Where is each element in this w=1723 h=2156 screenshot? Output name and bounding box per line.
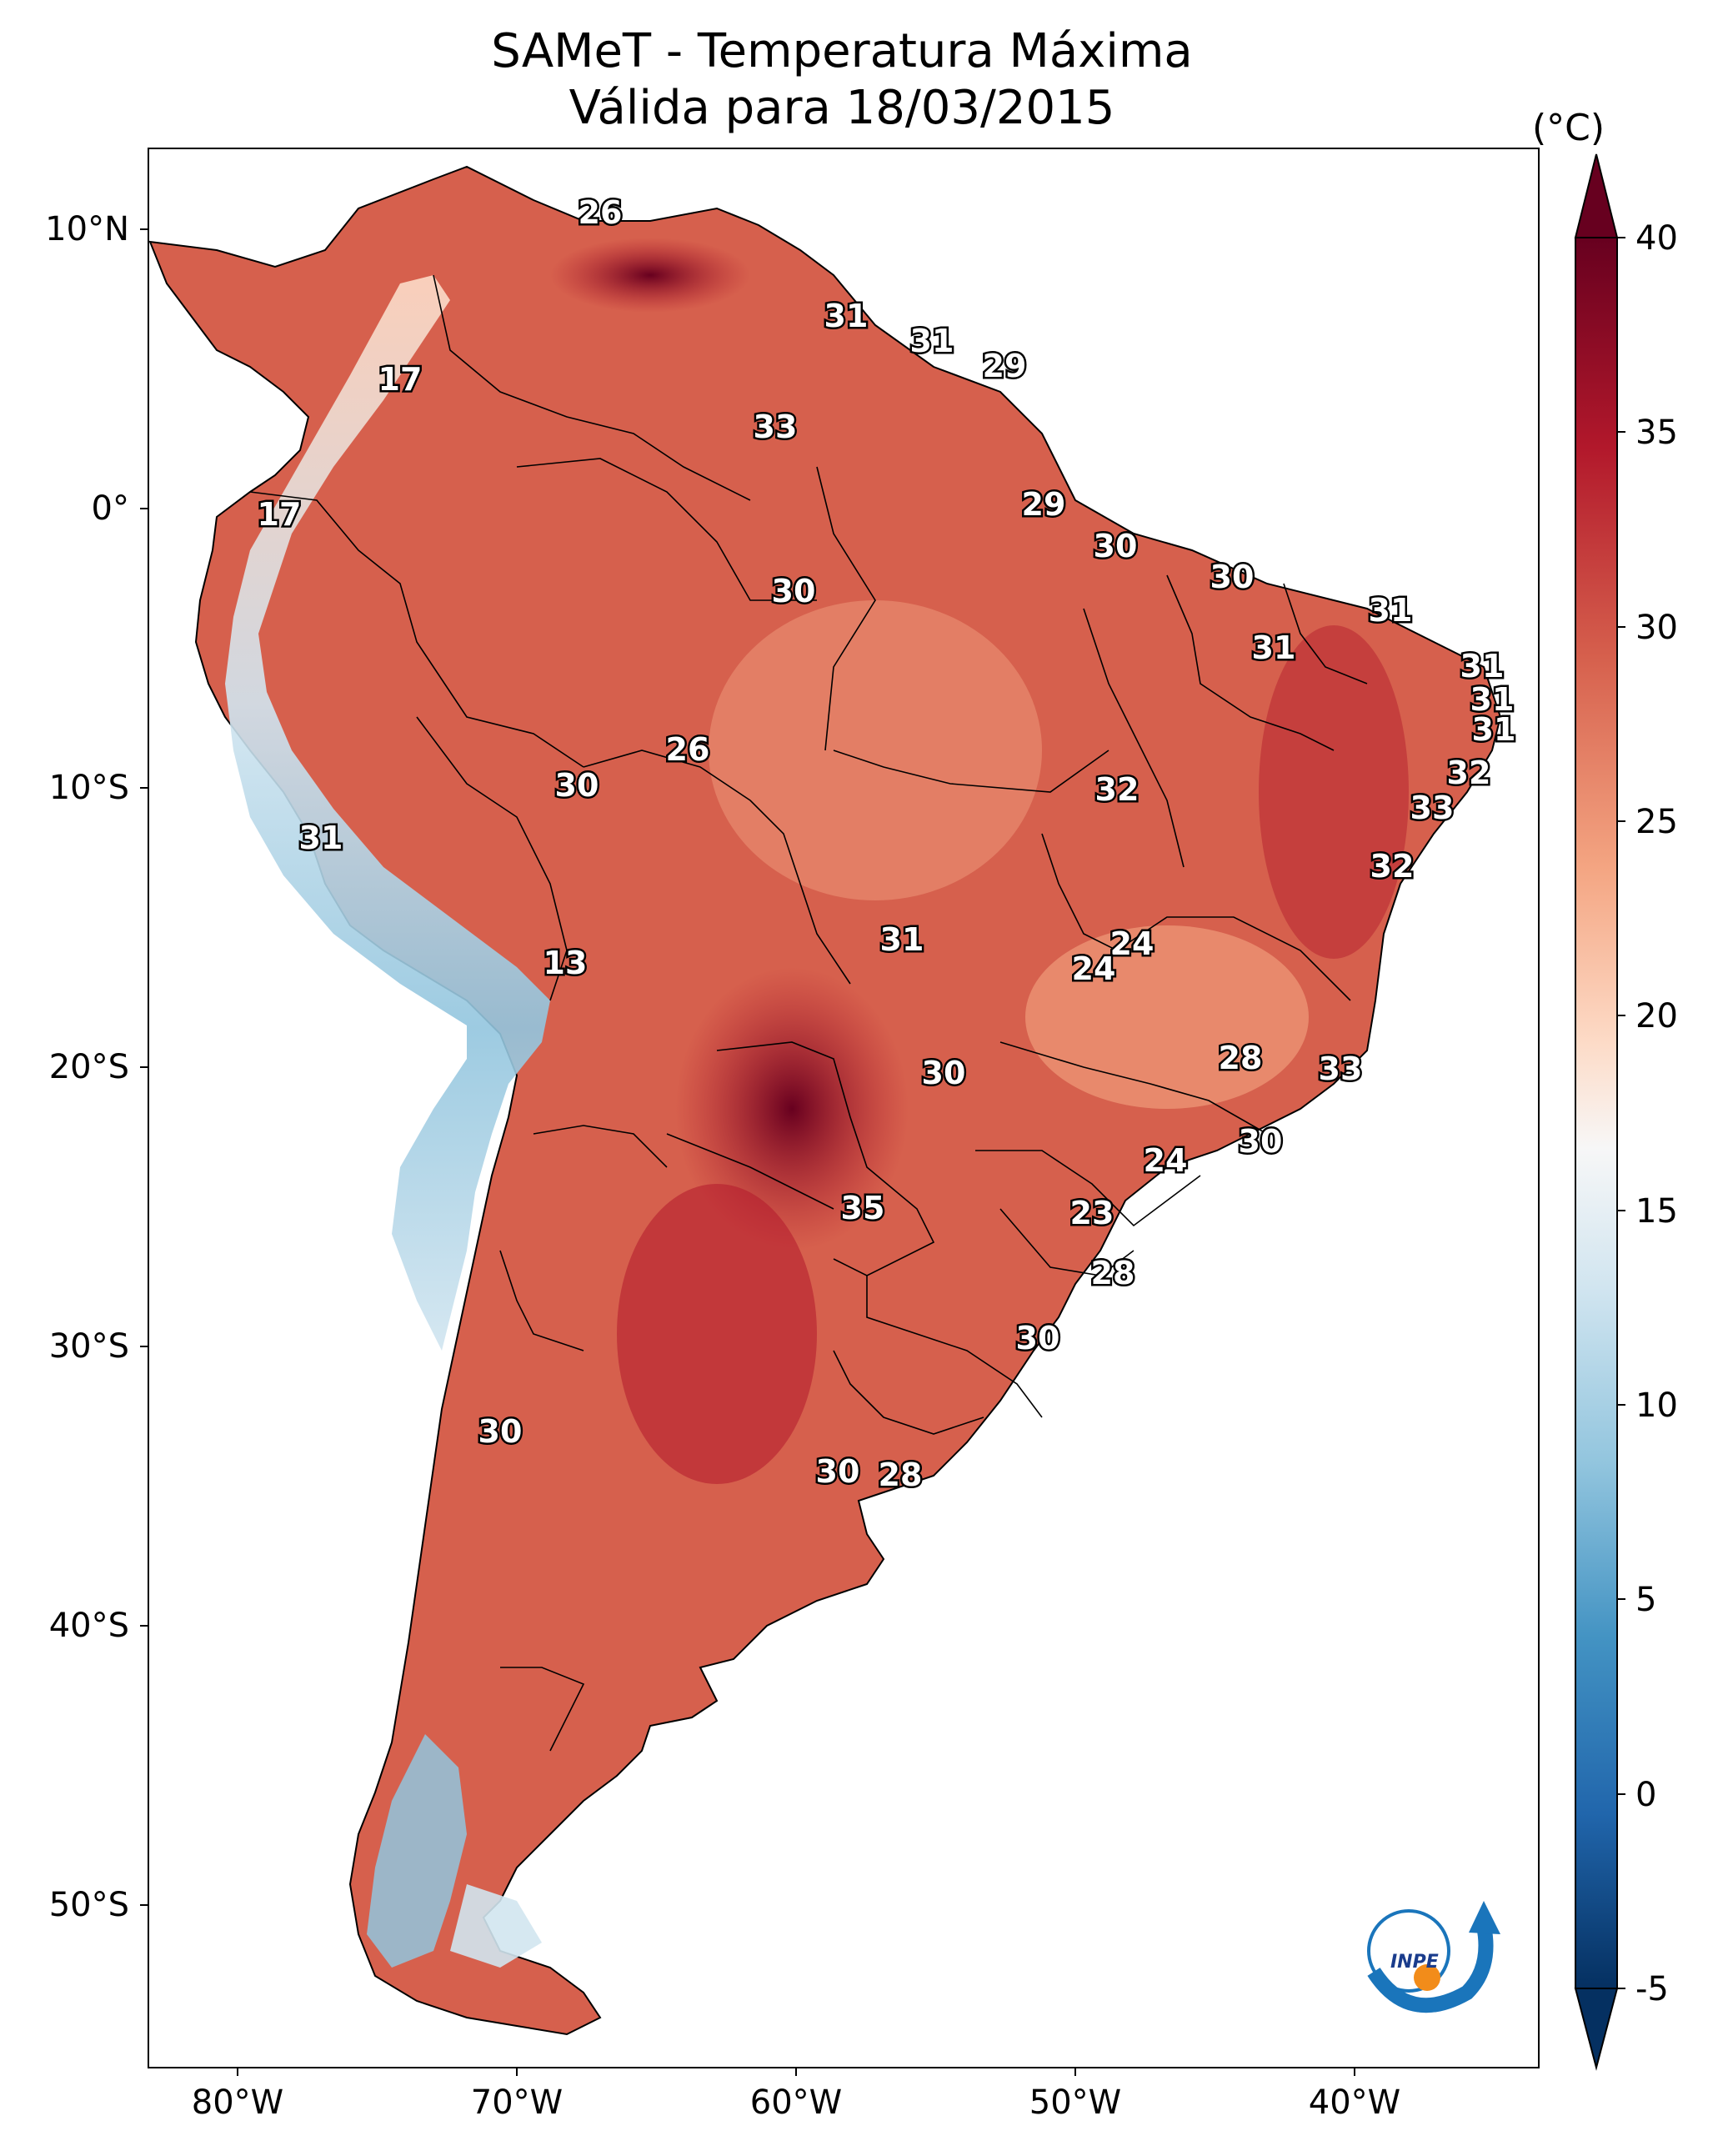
- mild-region-southeast-brazil: [1025, 925, 1309, 1109]
- station-label: 23: [1070, 1195, 1114, 1231]
- station-label: 32: [1370, 848, 1415, 885]
- longitude-axis: 80°W 70°W 60°W 50°W 40°W: [192, 2068, 1400, 2122]
- hot-region-chaco: [675, 967, 909, 1251]
- logo-text: INPE: [1390, 1952, 1439, 1973]
- station-label: 32: [1095, 771, 1139, 808]
- station-label: 33: [1410, 790, 1455, 826]
- cb-tick-5: 5: [1635, 1581, 1656, 1619]
- station-label: 26: [666, 731, 710, 768]
- colorbar-body: [1575, 237, 1618, 1989]
- map-title: SAMeT - Temperatura Máxima Válida para 1…: [150, 23, 1534, 137]
- station-label: 17: [378, 361, 423, 398]
- lon-label-70w: 70°W: [471, 2083, 563, 2122]
- station-label: 26: [579, 194, 623, 231]
- mild-region-central-brazil: [709, 600, 1042, 900]
- title-line-2: Válida para 18/03/2015: [568, 81, 1115, 135]
- lat-label-50s: 50°S: [49, 1886, 129, 1924]
- lat-label-20s: 20°S: [49, 1048, 129, 1086]
- colorbar: 40 35 30 25 20 15 10 5 0 -5: [1574, 153, 1678, 2071]
- station-label: 31: [1369, 592, 1413, 629]
- station-label: 29: [983, 348, 1027, 384]
- lat-label-10s: 10°S: [49, 769, 129, 807]
- cb-tick-30: 30: [1635, 609, 1678, 647]
- hot-region-venezuela: [550, 238, 750, 313]
- cb-tick-0: 0: [1635, 1776, 1656, 1814]
- station-label: 33: [1319, 1050, 1363, 1087]
- station-label: 13: [543, 945, 588, 981]
- cb-tick-25: 25: [1635, 803, 1678, 841]
- lon-label-60w: 60°W: [750, 2083, 842, 2122]
- lat-label-40s: 40°S: [49, 1607, 129, 1645]
- station-label: 31: [910, 323, 954, 359]
- station-label: 30: [1210, 559, 1255, 595]
- station-label: 24: [1144, 1142, 1188, 1179]
- station-label: 29: [1022, 486, 1066, 523]
- station-label: 24: [1072, 950, 1116, 987]
- andes-cool-band: [225, 275, 550, 1351]
- station-label: 30: [1094, 528, 1138, 564]
- lat-label-10n: 10°N: [45, 210, 129, 248]
- cb-tick-10: 10: [1635, 1386, 1678, 1425]
- lon-label-50w: 50°W: [1029, 2083, 1121, 2122]
- station-label: 32: [1447, 755, 1491, 791]
- station-label: 30: [1239, 1123, 1283, 1160]
- colorbar-unit: (°C): [1532, 107, 1605, 149]
- station-label: 31: [1252, 629, 1296, 666]
- station-label: 30: [478, 1413, 523, 1450]
- station-label: 31: [1470, 681, 1515, 718]
- lon-label-80w: 80°W: [192, 2083, 283, 2122]
- cb-tick-35: 35: [1635, 414, 1678, 452]
- patagonia-cool-band: [367, 1734, 467, 1968]
- hot-region-ne-brazil: [1259, 625, 1409, 959]
- station-label: 30: [772, 573, 816, 609]
- station-label: 17: [258, 496, 302, 533]
- cb-tick-15: 15: [1635, 1192, 1678, 1231]
- tierra-del-fuego-cool: [450, 1884, 542, 1968]
- station-label: 30: [555, 767, 599, 804]
- station-label: 28: [1219, 1040, 1263, 1076]
- latitude-axis: 10°N 0° 10°S 20°S 30°S 40°S 50°S: [45, 210, 148, 1924]
- colorbar-max-arrow: [1574, 153, 1619, 238]
- station-label: 30: [922, 1055, 966, 1091]
- station-label: 28: [879, 1457, 923, 1493]
- station-label: 28: [1091, 1255, 1135, 1291]
- station-label: 31: [824, 298, 869, 334]
- lat-label-0: 0°: [92, 489, 129, 528]
- cb-tick-40: 40: [1635, 219, 1678, 258]
- inpe-logo: INPE: [1367, 1901, 1500, 2013]
- station-label: 30: [816, 1453, 860, 1490]
- cb-tick-20: 20: [1635, 997, 1678, 1035]
- lon-label-40w: 40°W: [1309, 2083, 1400, 2122]
- station-label: 31: [299, 820, 343, 856]
- country-borders: [249, 274, 1368, 1752]
- cb-tick-minus5: -5: [1635, 1970, 1669, 2008]
- hot-region-argentina: [617, 1184, 817, 1484]
- title-line-1: SAMeT - Temperatura Máxima: [491, 24, 1193, 78]
- station-label: 31: [1472, 711, 1516, 748]
- station-label: 24: [1110, 925, 1155, 962]
- station-label: 30: [1016, 1320, 1060, 1356]
- station-label: 31: [1460, 648, 1505, 684]
- station-label: 35: [841, 1190, 885, 1226]
- colorbar-min-arrow: [1574, 1988, 1619, 2071]
- station-label: 31: [880, 921, 924, 958]
- lat-label-30s: 30°S: [49, 1327, 129, 1366]
- station-label: 33: [754, 409, 798, 445]
- station-labels: 26 31 31 29 17 33 17 29 30 30 30 31 31 3…: [255, 193, 1518, 1496]
